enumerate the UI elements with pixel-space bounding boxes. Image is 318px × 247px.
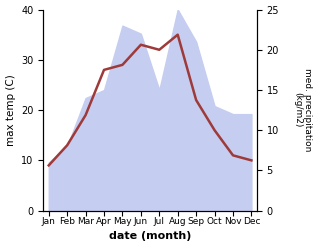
Y-axis label: med. precipitation
(kg/m2): med. precipitation (kg/m2) xyxy=(293,68,313,152)
X-axis label: date (month): date (month) xyxy=(109,231,191,242)
Y-axis label: max temp (C): max temp (C) xyxy=(5,74,16,146)
